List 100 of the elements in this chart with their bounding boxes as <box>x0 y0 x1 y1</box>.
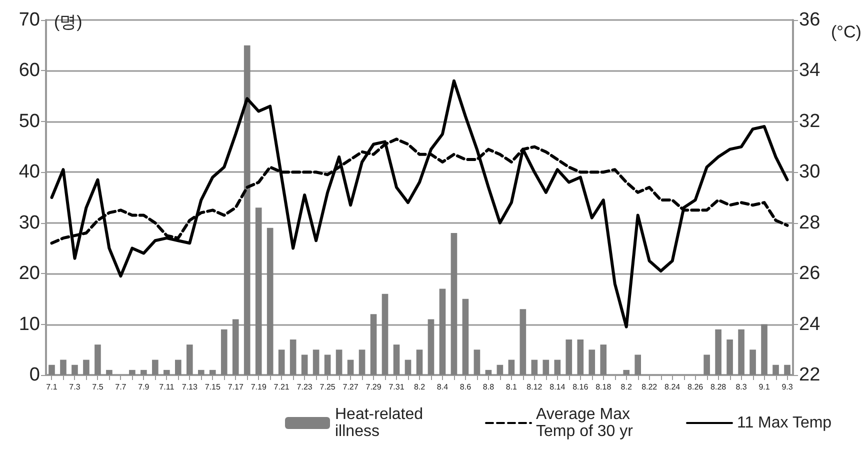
x-tick-label: 8.1 <box>506 382 518 392</box>
bar <box>347 360 354 375</box>
x-tick-label: 8.14 <box>550 382 566 392</box>
bar <box>186 344 193 375</box>
bar <box>531 360 538 375</box>
x-tick-label: 7.29 <box>366 382 382 392</box>
y-tick-label: 50 <box>18 110 40 132</box>
x-tick-label: 8.2 <box>414 382 426 392</box>
y-tick-label: 30 <box>18 212 40 234</box>
x-tick-label: 8.22 <box>642 382 658 392</box>
bar <box>393 344 400 375</box>
x-tick-label: 8.18 <box>596 382 612 392</box>
bar <box>140 370 147 375</box>
bar <box>152 360 158 375</box>
x-tick-label: 7.17 <box>228 382 244 392</box>
bar <box>209 370 216 375</box>
y2-tick-label: 28 <box>799 212 820 234</box>
bar <box>301 354 308 375</box>
y2-tick-label: 22 <box>799 364 820 386</box>
bar <box>232 319 239 375</box>
bar <box>726 340 733 375</box>
bar <box>462 298 469 375</box>
bar <box>72 364 78 375</box>
y-tick-label: 70 <box>18 10 40 30</box>
y-tick-label: 10 <box>18 314 40 335</box>
bar <box>290 340 296 375</box>
y-tick-label: 0 <box>29 364 40 386</box>
bar <box>164 370 170 375</box>
bar <box>750 350 756 375</box>
bar <box>450 233 458 375</box>
bar <box>336 350 342 375</box>
bar <box>255 208 262 375</box>
x-tick-label: 7.15 <box>204 382 221 392</box>
x-tick-label: 8.26 <box>688 382 704 392</box>
bar <box>324 354 331 375</box>
legend-label: 11 Max Temp <box>737 414 832 432</box>
bar <box>370 314 377 375</box>
bar <box>474 350 480 375</box>
x-tick-label: 8.8 <box>482 382 495 392</box>
x-tick-label: 8.2 <box>620 382 632 392</box>
x-tick-label: 7.3 <box>69 382 81 392</box>
x-tick-label: 8.12 <box>526 382 543 392</box>
x-tick-label: 7.5 <box>92 382 104 392</box>
bar <box>244 45 250 375</box>
bar <box>738 329 744 375</box>
bar <box>554 360 561 375</box>
x-tick-label: 7.13 <box>182 382 198 392</box>
bar <box>48 364 55 375</box>
bar <box>623 370 630 375</box>
x-tick-label: 7.11 <box>159 382 175 392</box>
x-tick-label: 7.21 <box>274 382 290 392</box>
bar <box>496 364 504 375</box>
y2-tick-label: 34 <box>799 60 821 82</box>
bar <box>266 228 274 375</box>
bar <box>83 360 90 375</box>
x-tick-label: 9.1 <box>758 382 770 392</box>
legend-label: Average Max Temp of 30 yr <box>536 406 634 440</box>
bar <box>220 329 228 375</box>
bar <box>566 340 572 375</box>
bar <box>485 370 492 375</box>
y-axis-title: (명) <box>54 12 82 32</box>
bar <box>715 329 722 375</box>
y-tick-label: 60 <box>18 60 40 82</box>
bar <box>508 360 515 375</box>
y2-tick-label: 32 <box>799 110 820 132</box>
y-tick-label: 20 <box>18 263 40 284</box>
bar <box>577 340 584 375</box>
x-tick-label: 7.25 <box>320 382 336 392</box>
bar <box>772 364 779 375</box>
bar <box>382 294 388 375</box>
x-tick-label: 8.4 <box>436 382 449 392</box>
x-tick-label: 7.1 <box>46 382 58 392</box>
x-tick-label: 7.23 <box>296 382 313 392</box>
bar <box>704 354 710 375</box>
bar <box>312 350 320 375</box>
bar <box>520 309 526 375</box>
line-series <box>50 79 789 328</box>
bar <box>404 360 412 375</box>
bar <box>129 370 136 375</box>
y2-tick-label: 26 <box>799 263 820 284</box>
x-tick-label: 7.9 <box>138 382 150 392</box>
y2-tick-label: 30 <box>799 162 820 183</box>
bar <box>439 288 446 375</box>
bar <box>416 350 423 375</box>
x-tick-label: 7.7 <box>115 382 127 392</box>
bar <box>60 360 66 375</box>
bar <box>175 360 182 375</box>
bar <box>106 370 112 375</box>
bar <box>278 350 285 375</box>
x-tick-label: 9.3 <box>782 382 794 392</box>
bar <box>588 350 596 375</box>
bar <box>94 344 101 375</box>
y-tick-label: 40 <box>18 162 40 183</box>
bar <box>428 319 434 375</box>
y2-tick-label: 36 <box>799 10 820 30</box>
x-tick-label: 8.24 <box>664 382 681 392</box>
x-tick-label: 7.27 <box>342 382 359 392</box>
bar <box>198 370 204 375</box>
x-tick-label: 8.28 <box>710 382 727 392</box>
bar <box>600 344 607 375</box>
